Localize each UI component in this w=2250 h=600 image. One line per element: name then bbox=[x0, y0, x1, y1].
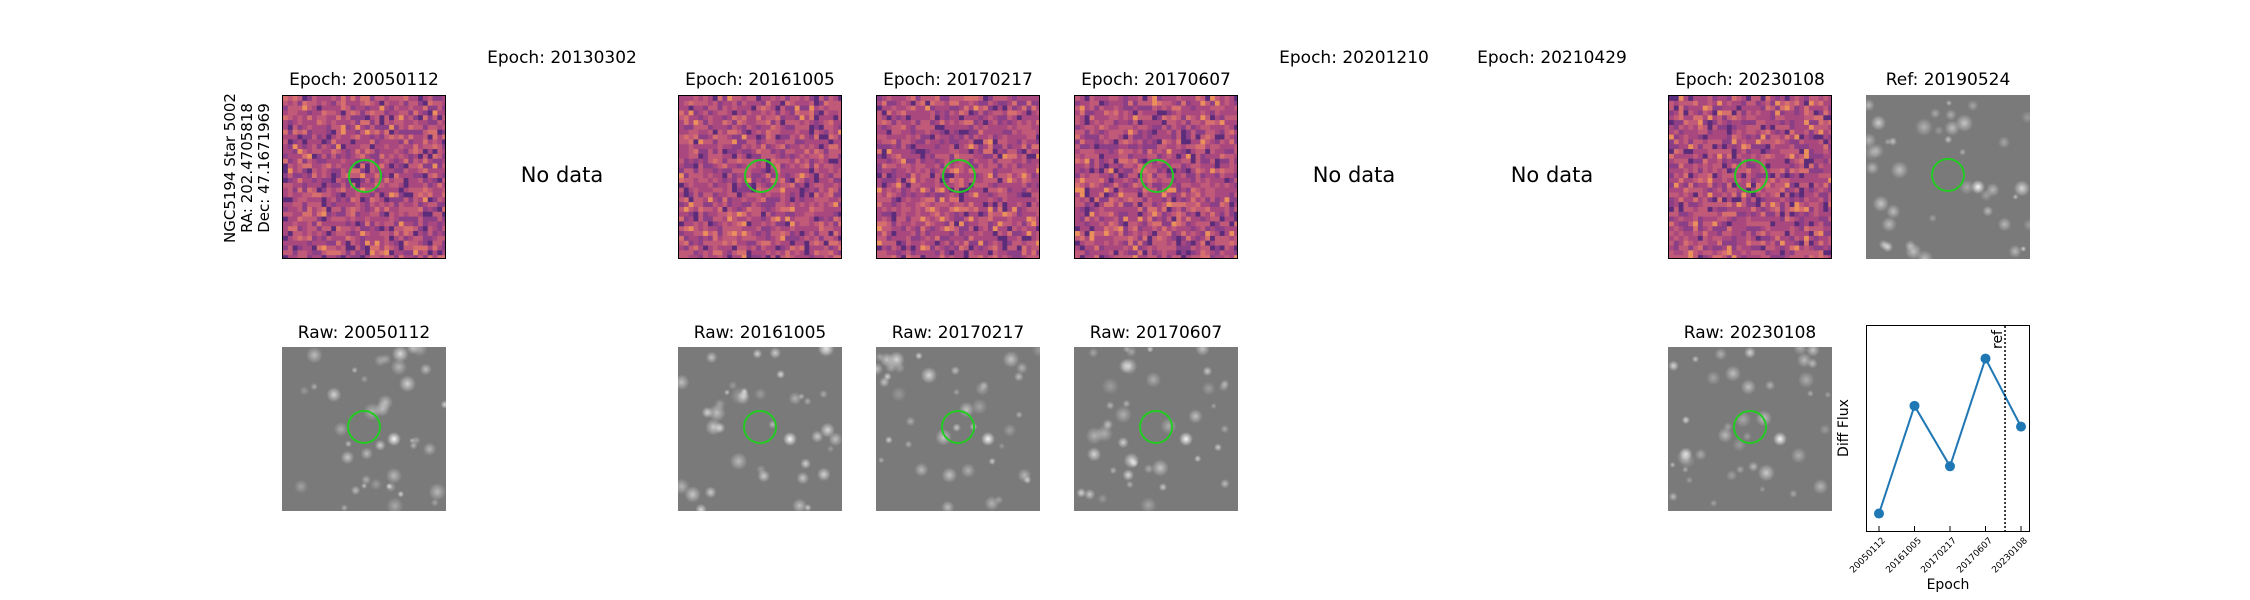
lightcurve-series bbox=[1878, 356, 2022, 514]
difference-image bbox=[282, 95, 446, 259]
raw-title: Raw: 20170217 bbox=[891, 323, 1025, 343]
target-circle bbox=[1734, 159, 1768, 193]
epoch-title: Epoch: 20050112 bbox=[289, 70, 439, 90]
no-data-label: No data bbox=[1510, 163, 1594, 187]
epoch-title: Epoch: 20170607 bbox=[1081, 70, 1231, 90]
epoch-title: Epoch: 20170217 bbox=[883, 70, 1033, 90]
xtick-label: 20170217 bbox=[1919, 536, 1960, 576]
raw-title: Raw: 20230108 bbox=[1683, 323, 1817, 343]
raw-image bbox=[1074, 347, 1238, 511]
lightcurve-plot: ref bbox=[1874, 326, 2026, 531]
difference-image bbox=[1074, 95, 1238, 259]
raw-title: Raw: 20161005 bbox=[693, 323, 827, 343]
raw-title: Raw: 20170607 bbox=[1089, 323, 1223, 343]
epoch-title: Epoch: 20230108 bbox=[1675, 70, 1825, 90]
difference-image bbox=[876, 95, 1040, 259]
xtick-label: 20161005 bbox=[1884, 536, 1924, 576]
object-dec: Dec: 47.1671969 bbox=[255, 103, 273, 233]
epoch-title: Ref: 20190524 bbox=[1885, 70, 2011, 90]
target-circle bbox=[347, 410, 381, 444]
lightcurve-xlabel: Epoch bbox=[1926, 577, 1970, 593]
lightcurve-point bbox=[1980, 353, 1991, 364]
ref-line-label: ref bbox=[1990, 329, 2006, 349]
target-circle bbox=[348, 159, 382, 193]
difference-image bbox=[678, 95, 842, 259]
object-ra: RA: 202.4705818 bbox=[238, 103, 256, 233]
epoch-title: Epoch: 20201210 bbox=[1279, 48, 1429, 68]
reference-image bbox=[1866, 95, 2030, 259]
no-data-label: No data bbox=[1312, 163, 1396, 187]
xtick-label: 20170607 bbox=[1955, 536, 1995, 576]
target-circle bbox=[743, 410, 777, 444]
target-circle bbox=[1733, 410, 1767, 444]
target-circle bbox=[744, 159, 778, 193]
target-circle bbox=[1139, 410, 1173, 444]
epoch-title: Epoch: 20161005 bbox=[685, 70, 835, 90]
raw-image bbox=[282, 347, 446, 511]
target-circle bbox=[941, 410, 975, 444]
lightcurve-ylabel: Diff Flux bbox=[1836, 399, 1852, 457]
lightcurve-point bbox=[1909, 400, 1920, 411]
xtick-label: 20050112 bbox=[1848, 536, 1889, 576]
target-circle bbox=[1931, 158, 1965, 192]
raw-image bbox=[876, 347, 1040, 511]
no-data-label: No data bbox=[520, 163, 604, 187]
xtick-label: 20230108 bbox=[1990, 536, 2031, 576]
raw-title: Raw: 20050112 bbox=[297, 323, 431, 343]
raw-image bbox=[1668, 347, 1832, 511]
object-name: NGC5194 Star 5002 bbox=[221, 93, 239, 243]
lightcurve-point bbox=[1874, 508, 1884, 519]
raw-image bbox=[678, 347, 842, 511]
target-circle bbox=[942, 159, 976, 193]
difference-image bbox=[1668, 95, 1832, 259]
lightcurve-point bbox=[2016, 421, 2026, 432]
lightcurve-point bbox=[1945, 461, 1955, 472]
epoch-title: Epoch: 20210429 bbox=[1477, 48, 1627, 68]
target-circle bbox=[1140, 159, 1174, 193]
epoch-title: Epoch: 20130302 bbox=[487, 48, 637, 68]
lightcurve-chart: ref bbox=[1866, 325, 2030, 532]
